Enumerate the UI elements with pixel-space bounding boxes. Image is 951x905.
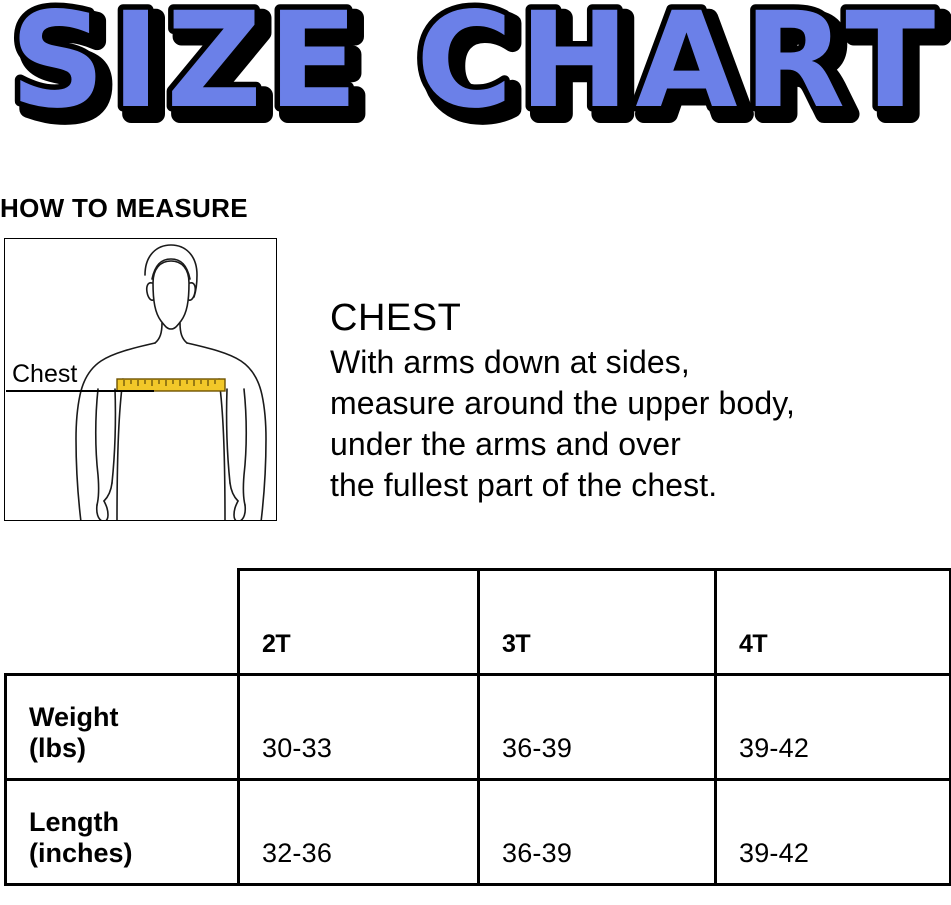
column-header-3t: 3T bbox=[477, 568, 717, 676]
table-row: Weight (lbs) 30-33 36-39 39-42 bbox=[4, 673, 951, 781]
cell-length-2t: 32-36 bbox=[237, 778, 480, 886]
body-figure-diagram bbox=[75, 244, 267, 520]
size-chart-table: 2T 3T 4T Weight (lbs) 30-33 36-39 39-42 … bbox=[4, 568, 951, 886]
measurement-figure-box bbox=[4, 238, 277, 521]
chest-measurement-label: Chest bbox=[12, 360, 78, 388]
row-label-weight: Weight (lbs) bbox=[4, 673, 240, 781]
column-header-2t: 2T bbox=[237, 568, 480, 676]
page-title-banner: SIZE CHART SIZE CHART bbox=[0, 0, 951, 146]
cell-length-4t: 39-42 bbox=[714, 778, 951, 886]
table-header-row: 2T 3T 4T bbox=[6, 568, 951, 676]
cell-weight-3t: 36-39 bbox=[477, 673, 717, 781]
body-outline-icon bbox=[75, 244, 267, 520]
row-label-length: Length (inches) bbox=[4, 778, 240, 886]
measuring-tape-icon bbox=[116, 378, 226, 392]
chest-instructions-heading: CHEST bbox=[330, 297, 462, 339]
column-header-4t: 4T bbox=[714, 568, 951, 676]
table-row: Length (inches) 32-36 36-39 39-42 bbox=[4, 778, 951, 886]
size-chart-title-graphic: SIZE CHART SIZE CHART bbox=[5, 0, 951, 146]
chest-leader-line bbox=[6, 390, 154, 392]
chest-instructions: CHEST With arms down at sides, measure a… bbox=[330, 296, 951, 506]
title-main-layer: SIZE CHART bbox=[10, 0, 941, 138]
table-corner-blank bbox=[6, 570, 239, 675]
cell-length-3t: 36-39 bbox=[477, 778, 717, 886]
cell-weight-4t: 39-42 bbox=[714, 673, 951, 781]
how-to-measure-heading: HOW TO MEASURE bbox=[0, 193, 248, 223]
cell-weight-2t: 30-33 bbox=[237, 673, 480, 781]
title-shadow-layer: SIZE CHART bbox=[18, 0, 949, 146]
chest-instructions-body: With arms down at sides, measure around … bbox=[330, 344, 795, 503]
